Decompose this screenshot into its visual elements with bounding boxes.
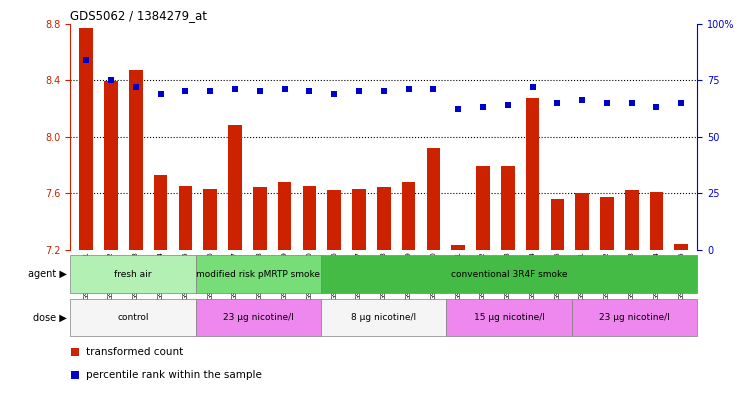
Bar: [649, 192, 663, 250]
Point: [279, 86, 291, 92]
Bar: [204, 189, 217, 250]
Point: [427, 86, 439, 92]
Bar: [80, 28, 93, 250]
Point: [353, 88, 365, 94]
Point: [651, 104, 663, 110]
Point: [452, 107, 464, 113]
Bar: [129, 70, 142, 250]
Point: [80, 57, 92, 63]
Bar: [427, 148, 440, 250]
Bar: [196, 255, 321, 293]
Point: [179, 88, 191, 94]
Bar: [401, 182, 415, 250]
Point: [424, 28, 435, 34]
Bar: [104, 81, 118, 250]
Bar: [600, 197, 614, 250]
Text: modified risk pMRTP smoke: modified risk pMRTP smoke: [196, 270, 320, 279]
Bar: [70, 255, 196, 293]
Bar: [625, 190, 638, 250]
Text: 8 μg nicotine/l: 8 μg nicotine/l: [351, 313, 416, 322]
Bar: [303, 186, 316, 250]
Point: [130, 84, 142, 90]
Point: [328, 90, 340, 97]
Bar: [228, 125, 242, 250]
Bar: [501, 166, 514, 250]
Point: [626, 99, 638, 106]
Point: [601, 99, 613, 106]
Point: [229, 86, 241, 92]
Bar: [277, 182, 292, 250]
Point: [155, 90, 167, 97]
Point: [204, 88, 216, 94]
Bar: [525, 98, 539, 250]
Bar: [196, 299, 321, 336]
Bar: [476, 166, 490, 250]
Text: dose ▶: dose ▶: [32, 312, 66, 322]
Text: 23 μg nicotine/l: 23 μg nicotine/l: [223, 313, 294, 322]
Point: [403, 86, 415, 92]
Text: percentile rank within the sample: percentile rank within the sample: [86, 370, 262, 380]
Point: [527, 84, 539, 90]
Bar: [377, 187, 390, 250]
Bar: [179, 186, 192, 250]
Bar: [572, 299, 697, 336]
Text: 23 μg nicotine/l: 23 μg nicotine/l: [599, 313, 670, 322]
Point: [424, 234, 435, 240]
Bar: [551, 199, 564, 250]
Bar: [70, 299, 196, 336]
Bar: [452, 245, 465, 250]
Point: [105, 77, 117, 83]
Point: [551, 99, 563, 106]
Point: [303, 88, 315, 94]
Bar: [576, 193, 589, 250]
Text: agent ▶: agent ▶: [27, 269, 66, 279]
Bar: [253, 187, 266, 250]
Text: GDS5062 / 1384279_at: GDS5062 / 1384279_at: [70, 9, 207, 22]
Text: control: control: [117, 313, 148, 322]
Bar: [321, 255, 697, 293]
Point: [576, 97, 588, 104]
Bar: [154, 175, 168, 250]
Point: [502, 102, 514, 108]
Bar: [675, 244, 688, 250]
Point: [675, 99, 687, 106]
Point: [477, 104, 489, 110]
Bar: [446, 299, 572, 336]
Bar: [352, 189, 366, 250]
Text: fresh air: fresh air: [114, 270, 151, 279]
Point: [254, 88, 266, 94]
Text: conventional 3R4F smoke: conventional 3R4F smoke: [451, 270, 568, 279]
Bar: [321, 299, 446, 336]
Text: transformed count: transformed count: [86, 347, 183, 357]
Point: [378, 88, 390, 94]
Text: 15 μg nicotine/l: 15 μg nicotine/l: [474, 313, 545, 322]
Bar: [328, 190, 341, 250]
